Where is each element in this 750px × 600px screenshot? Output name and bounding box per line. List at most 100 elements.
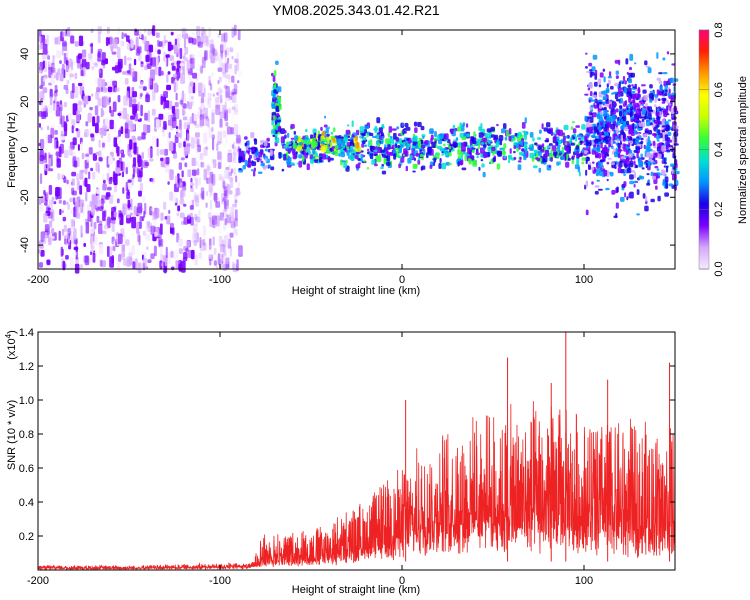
spectrogram-cell <box>276 112 280 117</box>
spectrogram-cell <box>118 129 121 137</box>
spectrogram-cell <box>312 148 316 154</box>
spectrogram-cell <box>560 156 565 160</box>
spectrogram-cell <box>534 142 538 146</box>
spectrogram-cell <box>142 86 147 91</box>
spectrogram-cell <box>38 142 41 147</box>
spectrogram-cell <box>76 196 81 208</box>
spectrogram-cell <box>361 143 365 148</box>
spectrogram-cell <box>596 149 601 153</box>
spectrogram-cell <box>195 180 199 188</box>
spectrogram-cell <box>183 252 188 259</box>
spectrogram-cell <box>312 128 317 134</box>
spectrogram-cell <box>247 149 250 155</box>
spectrogram-cell <box>617 142 621 149</box>
spectrogram-cell <box>602 168 606 172</box>
spectrogram-cell <box>154 65 158 76</box>
spectrogram-cell <box>160 95 163 105</box>
spectrogram-cell <box>54 37 58 45</box>
spectrogram-cell <box>112 241 116 252</box>
spectrogram-cell <box>107 156 113 165</box>
spectrogram-cell <box>178 238 183 247</box>
spectrogram-cell <box>221 40 226 52</box>
spectrogram-cell <box>137 202 143 214</box>
spectrogram-cell <box>215 97 220 109</box>
spectrogram-cell <box>163 100 166 110</box>
spectrogram-cell <box>596 114 600 119</box>
spectrogram-cell <box>260 160 264 164</box>
spectrogram-cell <box>132 168 136 178</box>
spectrogram-cell <box>529 152 535 159</box>
spectrogram-cell <box>171 105 176 114</box>
spectrogram-cell <box>658 72 663 75</box>
spectrogram-cell <box>177 43 180 55</box>
spectrogram-cell <box>363 159 366 163</box>
spectrogram-cell <box>667 131 672 136</box>
spectrogram-cell <box>175 260 179 269</box>
spectrogram-cell <box>228 209 232 218</box>
spectrogram-cell <box>476 155 479 159</box>
spectrogram-cell <box>57 187 62 200</box>
spectrogram-cell <box>62 200 66 205</box>
spectrogram-cell <box>371 159 376 165</box>
spectrogram-cell <box>392 138 395 145</box>
spectrogram-cell <box>160 262 164 267</box>
spectrogram-cell <box>665 89 668 93</box>
spectrogram-cell <box>145 224 148 231</box>
spectrogram-cell <box>221 50 224 60</box>
spectrogram-cell <box>483 137 488 143</box>
spectrogram-cell <box>233 82 237 92</box>
spectrogram-cell <box>602 114 605 117</box>
spectrogram-cell <box>395 143 398 149</box>
spectrogram-cell <box>624 192 627 198</box>
spectrogram-cell <box>231 106 236 111</box>
spectrogram-cell <box>610 171 614 177</box>
spectrogram-cell <box>140 63 145 72</box>
spectrogram-cell <box>234 213 238 223</box>
spectrogram-cell <box>617 116 620 121</box>
spectrogram-cell <box>247 140 250 146</box>
spectrogram-cell <box>364 144 368 147</box>
spectrogram-cell <box>664 134 669 142</box>
spectrogram-cell <box>362 140 366 145</box>
spectrogram-cell <box>215 215 220 227</box>
spectrogram-cell <box>284 134 287 139</box>
spectrogram-cell <box>205 130 208 143</box>
spectrogram-cell <box>158 41 163 47</box>
spectrogram-cell <box>130 68 135 78</box>
spectrogram-cell <box>419 154 424 158</box>
spectrogram-cell <box>96 115 100 124</box>
spectrogram-cell <box>606 161 610 165</box>
spectrogram-cell <box>184 162 188 168</box>
spectrogram-cell <box>157 233 161 238</box>
spectrogram-cell <box>606 178 609 182</box>
spectrogram-cell <box>88 54 94 65</box>
spectrogram-cell <box>492 157 496 163</box>
spectrogram-cell <box>38 35 42 43</box>
spectrogram-cell <box>262 165 267 170</box>
spectrogram-cell <box>544 139 549 143</box>
spectrogram-cell <box>135 48 140 56</box>
spectrogram-cell <box>98 223 103 234</box>
spectrogram-cell <box>205 202 208 208</box>
spectrogram-cell <box>533 165 538 169</box>
spectrogram-cell <box>448 162 452 166</box>
spectrogram-cell <box>178 162 182 170</box>
spectrogram-cell <box>179 100 184 105</box>
spectrogram-cell <box>112 101 117 112</box>
spectrogram-cell <box>101 79 106 90</box>
spectrogram-cell <box>206 35 209 44</box>
spectrogram-cell <box>194 213 198 221</box>
spectrogram-cell <box>203 242 207 251</box>
spectrogram-cell <box>149 78 154 90</box>
spectrogram-cell <box>121 171 124 178</box>
spectrogram-cell <box>66 201 69 205</box>
spectrogram-cell <box>587 87 591 91</box>
spectrogram-cell <box>118 254 122 262</box>
spectrogram-cell <box>226 63 229 69</box>
spectrogram-cell <box>267 142 270 148</box>
spectrogram-cell <box>537 146 542 150</box>
spectrogram-cell <box>158 66 162 77</box>
spectrogram-cell <box>644 130 649 134</box>
spectrogram-cell <box>589 69 593 72</box>
